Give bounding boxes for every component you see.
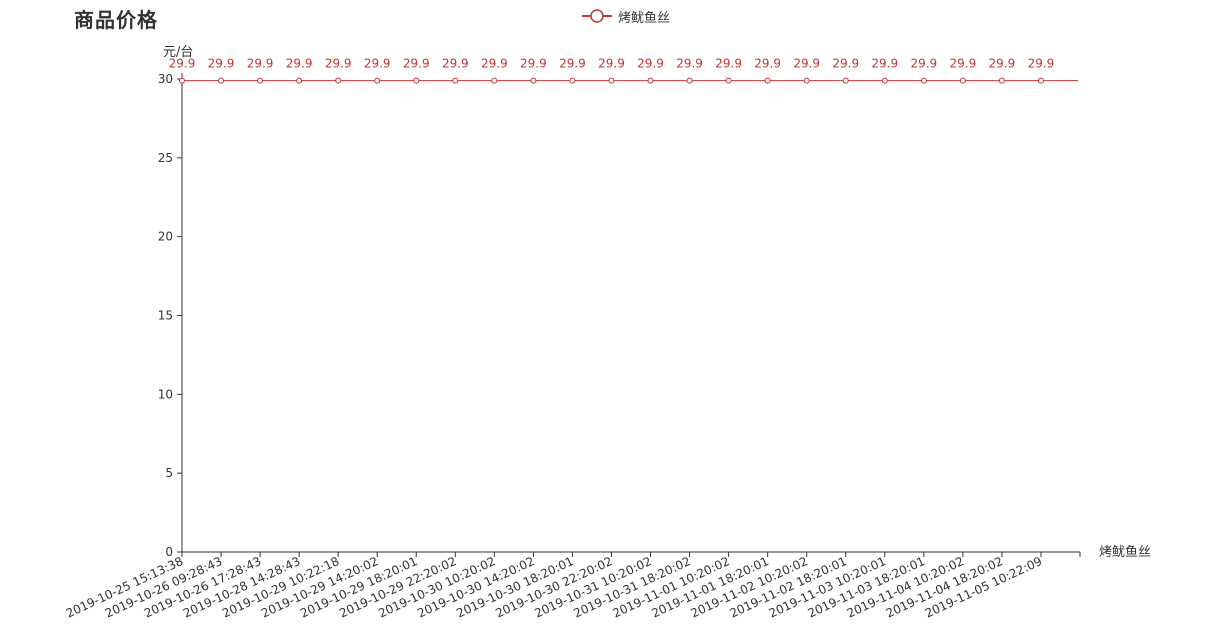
y-tick-label: 0: [165, 545, 173, 559]
data-label: 29.9: [247, 57, 274, 71]
y-axis: 0 5 10 15 20 25 30: [158, 72, 183, 559]
data-point: [1037, 77, 1044, 84]
y-axis-name: 元/台: [163, 45, 193, 60]
data-point: [959, 77, 966, 84]
data-label: 29.9: [910, 57, 937, 71]
y-tick-label: 5: [165, 466, 173, 480]
data-label: 29.9: [1028, 57, 1055, 71]
data-label: 29.9: [715, 57, 742, 71]
y-tick-label: 10: [158, 387, 173, 401]
data-label: 29.9: [832, 57, 859, 71]
data-point: [218, 77, 225, 84]
data-point: [491, 77, 498, 84]
data-label: 29.9: [989, 57, 1016, 71]
series-group: 29.9 29.9 29.9 29.9 29.9 29.9 29.9 29.9 29.9 29.9…: [169, 57, 1078, 84]
data-label: 29.9: [598, 57, 625, 71]
data-point: [530, 77, 537, 84]
x-axis-name: 烤鱿鱼丝: [1099, 544, 1151, 560]
data-label: 29.9: [325, 57, 352, 71]
legend-line-circle-icon: [582, 9, 612, 23]
y-tick-label: 20: [158, 230, 173, 244]
data-label: 29.9: [286, 57, 313, 71]
legend-label: 烤鱿鱼丝: [618, 10, 671, 26]
data-point: [725, 77, 732, 84]
legend-item[interactable]: 烤鱿鱼丝: [582, 6, 670, 26]
data-label: 29.9: [520, 57, 547, 71]
data-label: 29.9: [676, 57, 703, 71]
data-label: 29.9: [871, 57, 898, 71]
data-label: 29.9: [364, 57, 391, 71]
data-label: 29.9: [793, 57, 820, 71]
data-point: [608, 77, 615, 84]
data-point: [374, 77, 381, 84]
data-point: [998, 77, 1005, 84]
data-point: [179, 77, 185, 84]
data-point: [335, 77, 342, 84]
data-label: 29.9: [169, 57, 196, 71]
data-point: [920, 77, 927, 84]
y-tick-label: 15: [158, 309, 173, 323]
data-point: [842, 77, 849, 84]
data-point: [647, 77, 654, 84]
data-label: 29.9: [950, 57, 977, 71]
y-tick-label: 25: [158, 151, 173, 165]
data-label: 29.9: [403, 57, 430, 71]
data-point: [803, 77, 810, 84]
data-label: 29.9: [481, 57, 508, 71]
data-point: [413, 77, 420, 84]
data-point: [569, 77, 576, 84]
data-label: 29.9: [442, 57, 469, 71]
data-point: [452, 77, 459, 84]
data-point: [881, 77, 888, 84]
data-point: [296, 77, 303, 84]
data-point: [686, 77, 693, 84]
data-label: 29.9: [637, 57, 664, 71]
data-point: [257, 77, 264, 84]
data-label: 29.9: [559, 57, 586, 71]
data-label: 29.9: [754, 57, 781, 71]
y-tick-label: 30: [158, 72, 173, 86]
chart-title: 商品价格: [74, 8, 158, 32]
data-point: [764, 77, 771, 84]
data-label: 29.9: [208, 57, 235, 71]
